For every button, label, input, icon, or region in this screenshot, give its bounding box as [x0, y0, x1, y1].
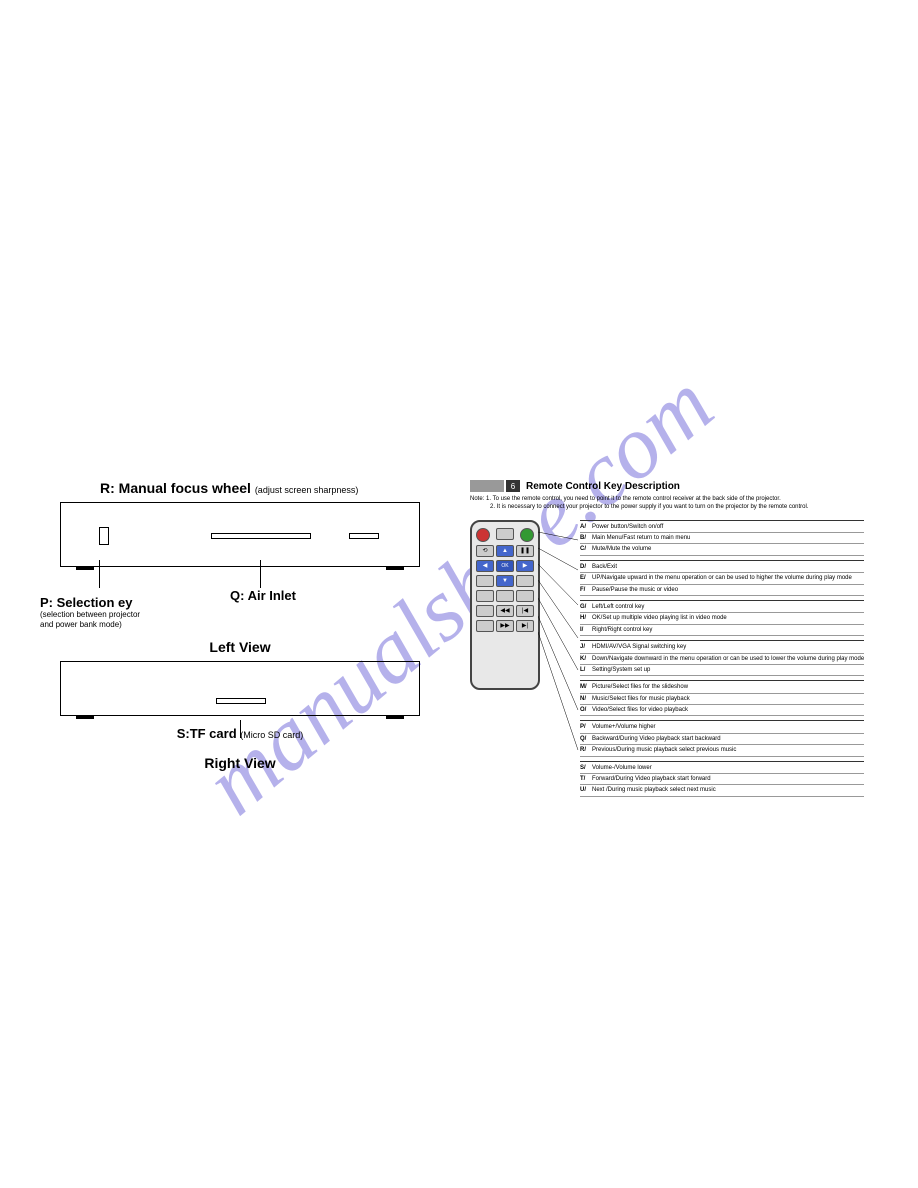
remote-area: ⟲ ▲ ❚❚ ◀ OK ▶ ▼ — [470, 520, 900, 801]
key-h: H/OK/Set up multiple video playing list … — [580, 613, 864, 624]
mute-button-icon — [520, 528, 534, 542]
remote-control-diagram: ⟲ ▲ ❚❚ ◀ OK ▶ ▼ — [470, 520, 540, 690]
section-header: 6 Remote Control Key Description — [470, 480, 900, 492]
key-s: S/Volume-/Volume lower — [580, 763, 864, 774]
device-views: R: Manual focus wheel (adjust screen sha… — [0, 480, 450, 801]
forward-button-icon: ▶▶ — [496, 620, 514, 632]
section-number: 6 — [506, 480, 520, 492]
s-label: S:TF card — [177, 726, 237, 741]
music-button-icon — [496, 590, 514, 602]
key-q: Q/Backward/During Video playback start b… — [580, 734, 864, 745]
key-d: D/Back/Exit — [580, 562, 864, 573]
connector-lines — [538, 520, 580, 820]
port-right — [349, 533, 379, 539]
key-b: B/Main Menu/Fast return to main menu — [580, 533, 864, 544]
device-right-view-diagram — [60, 661, 420, 716]
tf-card-slot — [216, 698, 266, 704]
video-button-icon — [516, 590, 534, 602]
volup-button-icon — [476, 605, 494, 617]
section-title: Remote Control Key Description — [526, 481, 680, 492]
selection-key-slot — [99, 527, 109, 545]
note-text: Note: 1. To use the remote control, you … — [470, 496, 900, 512]
left-view-title: Left View — [60, 639, 420, 655]
key-p: P/Volume+/Volume higher — [580, 722, 864, 733]
setting-button-icon — [516, 575, 534, 587]
foot-right-2 — [386, 715, 404, 719]
foot-left-2 — [76, 715, 94, 719]
callout-line-p — [99, 560, 100, 588]
device-left-view-diagram — [60, 502, 420, 567]
callout-line-s — [240, 720, 241, 738]
p-sub1: (selection between projector — [40, 610, 450, 620]
pause-button-icon: ❚❚ — [516, 545, 534, 557]
right-button-icon: ▶ — [516, 560, 534, 572]
ok-button-icon: OK — [496, 560, 514, 572]
power-button-icon — [476, 528, 490, 542]
key-r: R/Previous/During music playback select … — [580, 745, 864, 756]
key-u: U/Next /During music playback select nex… — [580, 785, 864, 796]
key-l: L/Setting/System set up — [580, 665, 864, 676]
backward-button-icon: ◀◀ — [496, 605, 514, 617]
focus-wheel-label: R: Manual focus wheel (adjust screen sha… — [100, 480, 450, 496]
prev-button-icon: |◀ — [516, 605, 534, 617]
foot-left — [76, 566, 94, 570]
key-group-5: M/Picture/Select files for the slideshow… — [580, 680, 864, 716]
remote-control-section: 6 Remote Control Key Description Note: 1… — [450, 480, 900, 801]
voldown-button-icon — [476, 620, 494, 632]
key-descriptions: A/Power button/Switch on/off B/Main Menu… — [580, 520, 864, 801]
key-group-3: G/Left/Left control key H/OK/Set up mult… — [580, 600, 864, 636]
key-e: E/UP/Navigate upward in the menu operati… — [580, 573, 864, 584]
key-k: K/Down/Navigate downward in the menu ope… — [580, 654, 864, 665]
key-f: F/Pause/Pause the music or video — [580, 585, 864, 596]
back-button-icon: ⟲ — [476, 545, 494, 557]
left-button-icon: ◀ — [476, 560, 494, 572]
key-group-1: A/Power button/Switch on/off B/Main Menu… — [580, 520, 864, 556]
r-sub: (adjust screen sharpness) — [255, 485, 359, 495]
p-label: P: Selection ey — [40, 595, 132, 610]
picture-button-icon — [476, 590, 494, 602]
key-m: M/Picture/Select files for the slideshow — [580, 682, 864, 693]
key-a: A/Power button/Switch on/off — [580, 522, 864, 533]
down-button-icon: ▼ — [496, 575, 514, 587]
right-view-title: Right View — [60, 755, 420, 771]
key-group-2: D/Back/Exit E/UP/Navigate upward in the … — [580, 560, 864, 596]
note-1: Note: 1. To use the remote control, you … — [470, 496, 900, 504]
key-t: T/Forward/During Video playback start fo… — [580, 774, 864, 785]
up-button-icon: ▲ — [496, 545, 514, 557]
r-label: R: Manual focus wheel — [100, 480, 251, 496]
hdmi-button-icon — [476, 575, 494, 587]
next-button-icon: ▶| — [516, 620, 534, 632]
air-inlet-label: Q: Air Inlet — [230, 588, 296, 603]
key-j: J/HDMI/AV/VGA Signal switching key — [580, 642, 864, 653]
key-group-6: P/Volume+/Volume higher Q/Backward/Durin… — [580, 720, 864, 756]
key-g: G/Left/Left control key — [580, 602, 864, 613]
note-2: 2. It is necessary to connect your proje… — [490, 504, 900, 512]
foot-right — [386, 566, 404, 570]
key-o: O/Video/Select files for video playback — [580, 705, 864, 716]
p-sub2: and power bank mode) — [40, 620, 450, 630]
key-group-7: S/Volume-/Volume lower T/Forward/During … — [580, 761, 864, 797]
manual-page: R: Manual focus wheel (adjust screen sha… — [0, 480, 918, 801]
header-bar — [470, 480, 504, 492]
key-i: I/Right/Right control key — [580, 625, 864, 636]
key-c: C/Mute/Mute the volume — [580, 544, 864, 555]
s-sub: (Micro SD card) — [240, 730, 303, 740]
menu-button-icon — [496, 528, 514, 540]
air-inlet-vent — [211, 533, 311, 539]
key-group-4: J/HDMI/AV/VGA Signal switching key K/Dow… — [580, 640, 864, 676]
callout-line-q — [260, 560, 261, 588]
key-n: N/Music/Select files for music playback — [580, 694, 864, 705]
